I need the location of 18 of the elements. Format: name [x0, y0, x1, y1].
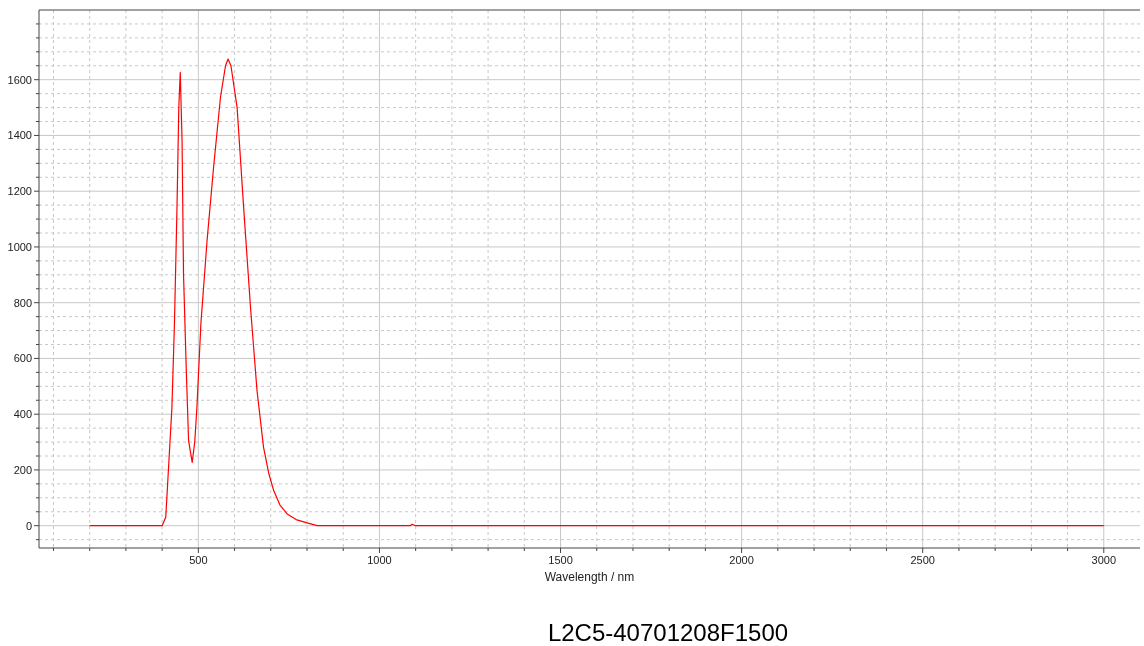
x-tick-label: 1500: [548, 554, 573, 566]
y-tick-label: 1000: [7, 240, 32, 253]
x-tick-label: 2000: [729, 554, 754, 566]
x-tick-label: 500: [189, 554, 208, 566]
text: L2C5-40701208F1500: [547, 619, 789, 646]
x-tick-label: 1000: [367, 554, 392, 566]
x-axis-title: Wavelength / nm: [544, 570, 635, 584]
y-tick-label: 1200: [7, 185, 32, 198]
y-tick-label: 400: [13, 408, 32, 421]
y-tick-label: 1400: [7, 129, 32, 142]
y-tick-label: 800: [13, 296, 32, 309]
y-tick-label: 1600: [7, 73, 32, 86]
y-tick-label: 600: [13, 352, 32, 365]
x-tick-label: 2500: [910, 554, 935, 566]
x-tick-label: 3000: [1091, 554, 1117, 566]
line-series: [89, 58, 1105, 527]
y-tick-label: 200: [13, 463, 32, 476]
y-tick-label: 0: [25, 519, 32, 532]
